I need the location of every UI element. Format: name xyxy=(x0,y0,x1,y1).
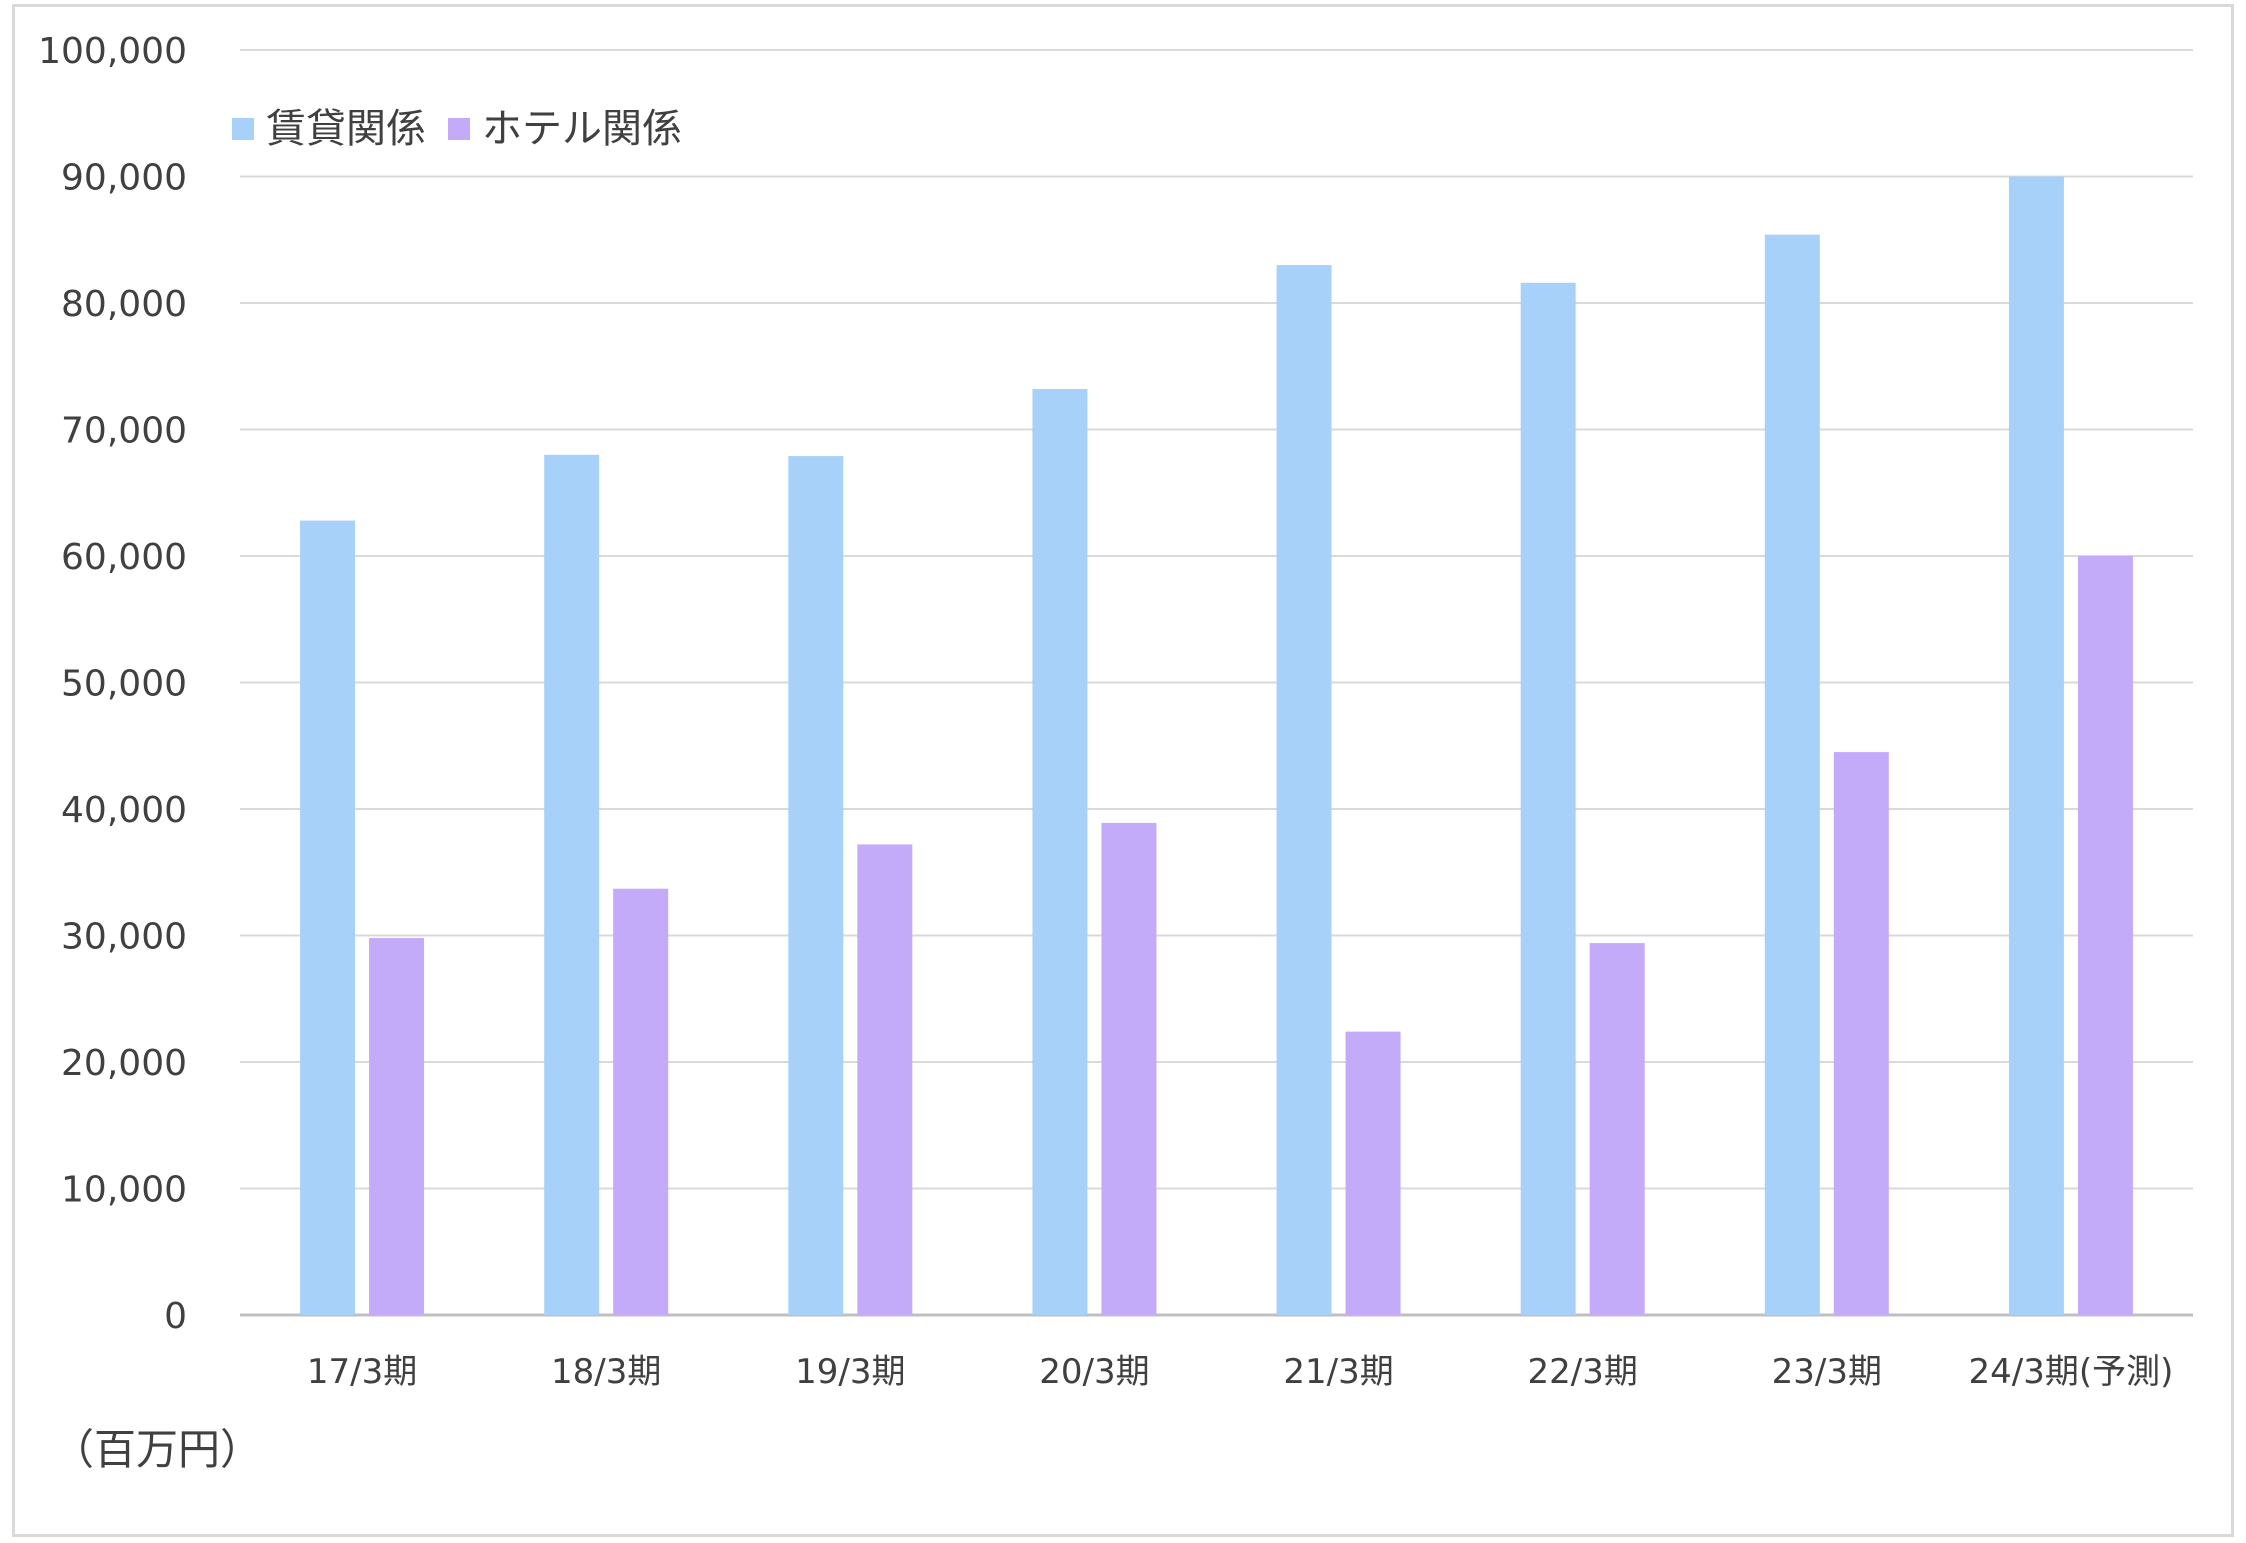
bar-rental xyxy=(1520,282,1576,1315)
bar-hotel xyxy=(1101,822,1157,1315)
y-tick-label: 70,000 xyxy=(61,411,187,452)
y-tick-label: 0 xyxy=(164,1296,187,1337)
x-tick-label: 19/3期 xyxy=(795,1352,905,1392)
legend-label: 賃貸関係 xyxy=(266,106,426,152)
y-tick-label: 60,000 xyxy=(61,537,187,578)
bar-hotel xyxy=(2077,556,2133,1315)
y-axis-tick-labels: 0 10,000 20,000 30,000 40,000 50,000 60,000 70,… xyxy=(38,31,187,1337)
y-tick-label: 20,000 xyxy=(61,1043,187,1084)
bar-rental xyxy=(1276,265,1332,1315)
bar-hotel xyxy=(857,844,913,1315)
legend: 賃貸関係 ホテル関係 xyxy=(232,106,682,152)
bar-rental xyxy=(1032,389,1088,1315)
y-tick-label: 80,000 xyxy=(61,284,187,325)
x-tick-label: 18/3期 xyxy=(551,1352,661,1392)
x-tick-label: 21/3期 xyxy=(1283,1352,1393,1392)
bars xyxy=(300,176,2133,1316)
bar-rental xyxy=(788,456,844,1315)
legend-swatch xyxy=(448,118,470,140)
bar-rental xyxy=(1764,234,1820,1316)
bar-rental xyxy=(544,454,600,1315)
bar-hotel xyxy=(369,938,425,1315)
x-tick-label: 20/3期 xyxy=(1039,1352,1149,1392)
bar-hotel xyxy=(1589,943,1645,1315)
x-tick-label: 24/3期(予測) xyxy=(1968,1352,2173,1392)
y-tick-label: 50,000 xyxy=(61,664,187,705)
x-tick-label: 22/3期 xyxy=(1528,1352,1638,1392)
y-tick-label: 90,000 xyxy=(61,158,187,199)
y-tick-label: 40,000 xyxy=(61,790,187,831)
legend-label: ホテル関係 xyxy=(482,106,682,152)
x-axis-tick-labels: 17/3期 18/3期 19/3期 20/3期 21/3期 22/3期 23/3期 24/3期… xyxy=(307,1352,2174,1392)
bar-hotel xyxy=(1345,1031,1401,1315)
bar-rental xyxy=(2008,176,2064,1315)
bar-hotel xyxy=(613,888,669,1315)
y-tick-label: 100,000 xyxy=(38,31,187,72)
unit-label: （百万円） xyxy=(52,1425,262,1474)
gridlines xyxy=(240,49,2193,1317)
bar-hotel xyxy=(1833,752,1889,1315)
y-tick-label: 30,000 xyxy=(61,917,187,958)
bar-rental xyxy=(300,520,356,1315)
y-tick-label: 10,000 xyxy=(61,1170,187,1211)
x-tick-label: 17/3期 xyxy=(307,1352,417,1392)
legend-swatch xyxy=(232,118,254,140)
x-tick-label: 23/3期 xyxy=(1772,1352,1882,1392)
